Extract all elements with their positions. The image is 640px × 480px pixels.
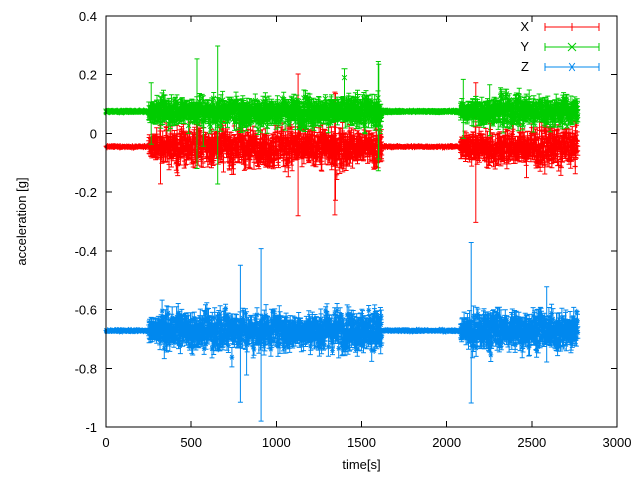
legend-label: Y xyxy=(520,39,529,54)
series-x xyxy=(103,73,581,223)
x-axis-title: time[s] xyxy=(342,457,380,472)
x-tick-label: 1000 xyxy=(262,435,291,450)
y-tick-label: -0.2 xyxy=(75,185,97,200)
x-tick-label: 500 xyxy=(180,435,202,450)
legend-swatch-z-icon xyxy=(544,62,600,72)
x-tick-label: 3000 xyxy=(603,435,632,450)
y-tick-label: 0.4 xyxy=(79,9,97,24)
legend-entry-z[interactable]: Z xyxy=(521,59,600,74)
x-tick-label: 1500 xyxy=(347,435,376,450)
x-tick-label: 2000 xyxy=(432,435,461,450)
legend-entry-x[interactable]: X xyxy=(520,19,600,34)
y-tick-label: -0.4 xyxy=(75,244,97,259)
y-tick-label: 0.2 xyxy=(79,68,97,83)
legend-swatch-y-icon xyxy=(544,42,600,52)
legend-swatch-x-icon xyxy=(544,23,600,31)
x-tick-label: 0 xyxy=(102,435,109,450)
legend-label: X xyxy=(520,19,529,34)
legend-entry-y[interactable]: Y xyxy=(520,39,600,54)
y-tick-label: 0 xyxy=(90,126,97,141)
chart-legend: XYZ xyxy=(520,19,600,74)
y-axis-title: acceleration [g] xyxy=(14,177,29,265)
x-tick-label: 2500 xyxy=(517,435,546,450)
y-tick-label: -0.6 xyxy=(75,303,97,318)
y-axis-ticks: -1 -0.8 -0.6 -0.4 -0.2 0 0.2 0.4 xyxy=(75,9,617,435)
legend-label: Z xyxy=(521,59,529,74)
y-tick-label: -1 xyxy=(85,420,97,435)
plot-frame xyxy=(105,15,618,428)
y-tick-label: -0.8 xyxy=(75,361,97,376)
x-axis-ticks: 0 500 1000 1500 2000 2500 3000 xyxy=(102,16,631,450)
